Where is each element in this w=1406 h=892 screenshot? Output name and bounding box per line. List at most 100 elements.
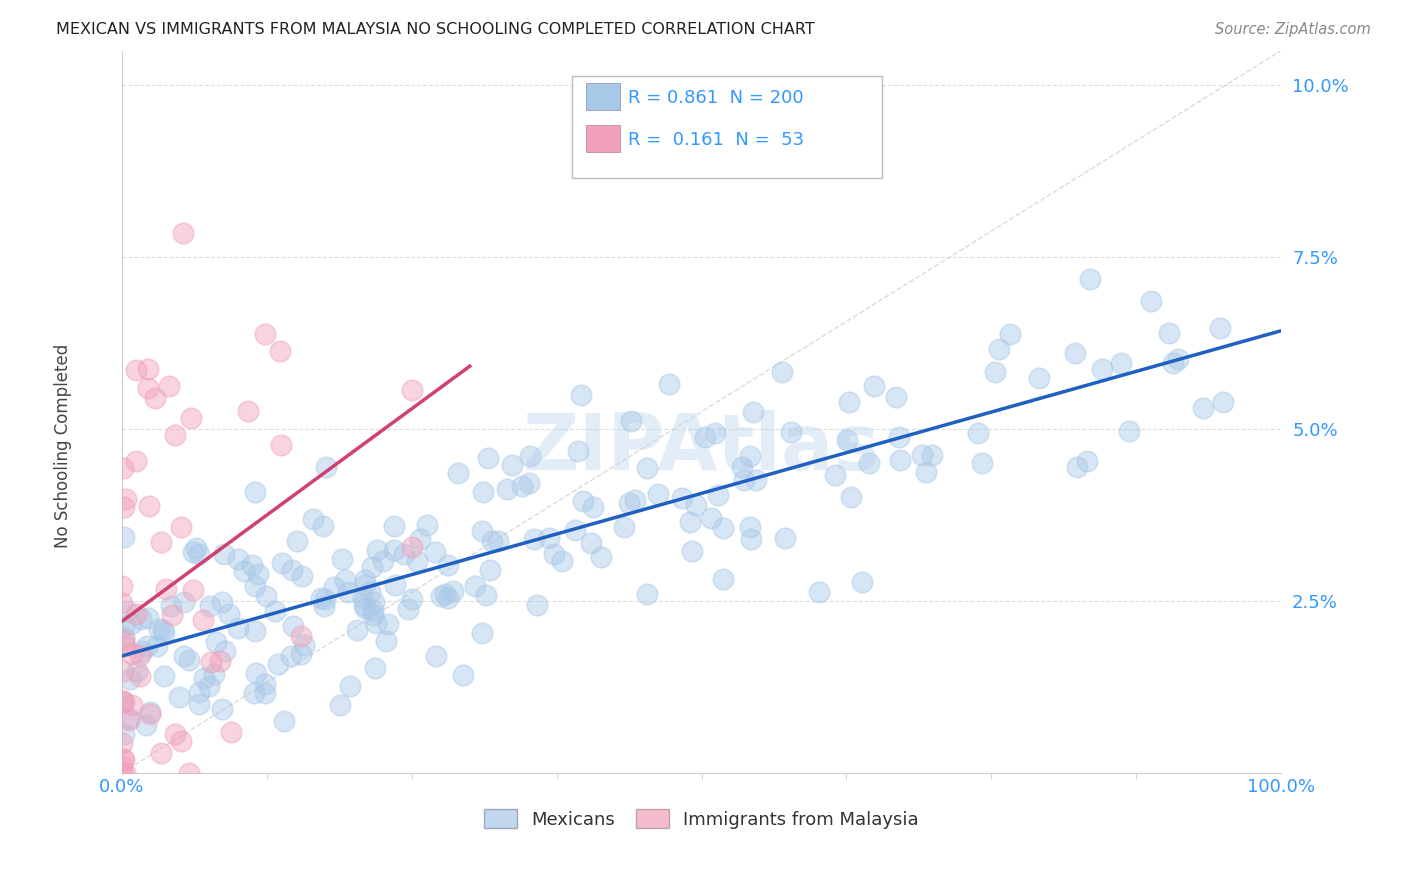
Point — [1078, 272, 1101, 286]
Point — [658, 376, 681, 391]
Point — [564, 523, 586, 537]
Point — [112, 753, 135, 767]
Point — [740, 532, 762, 546]
Point — [620, 414, 643, 428]
Point — [253, 685, 276, 699]
Point — [254, 589, 277, 603]
Point — [173, 595, 195, 609]
Point — [112, 727, 135, 741]
Point — [636, 460, 658, 475]
Point — [181, 545, 204, 559]
Point — [226, 552, 249, 566]
Point — [163, 428, 186, 442]
Point — [112, 632, 135, 647]
Point — [354, 573, 377, 587]
Point — [240, 558, 263, 572]
Point — [309, 591, 332, 605]
Point — [889, 430, 911, 444]
Point — [572, 494, 595, 508]
Point — [543, 547, 565, 561]
Point — [406, 554, 429, 568]
Point — [463, 579, 485, 593]
Point — [354, 601, 377, 615]
Point — [510, 479, 533, 493]
Point — [359, 585, 381, 599]
Point — [582, 500, 605, 515]
Point — [1167, 351, 1189, 366]
Point — [839, 490, 862, 504]
Point — [219, 725, 242, 739]
Point — [330, 551, 353, 566]
Point — [111, 693, 134, 707]
Point — [329, 698, 352, 712]
Text: MEXICAN VS IMMIGRANTS FROM MALAYSIA NO SCHOOLING COMPLETED CORRELATION CHART: MEXICAN VS IMMIGRANTS FROM MALAYSIA NO S… — [56, 22, 815, 37]
Point — [211, 702, 233, 716]
Point — [267, 657, 290, 671]
Point — [884, 390, 907, 404]
Point — [808, 585, 831, 599]
Point — [153, 669, 176, 683]
Point — [149, 746, 172, 760]
Point — [889, 453, 911, 467]
Point — [136, 611, 159, 625]
Point — [253, 677, 276, 691]
Point — [138, 499, 160, 513]
Point — [129, 612, 152, 626]
Point — [740, 519, 762, 533]
Point — [569, 387, 592, 401]
Point — [290, 647, 312, 661]
Text: ZIPAtlas: ZIPAtlas — [523, 409, 880, 486]
Point — [120, 617, 142, 632]
Point — [1090, 362, 1112, 376]
Point — [863, 379, 886, 393]
Point — [382, 542, 405, 557]
Point — [111, 695, 134, 709]
Point — [441, 583, 464, 598]
Text: Source: ZipAtlas.com: Source: ZipAtlas.com — [1215, 22, 1371, 37]
Point — [731, 459, 754, 474]
Point — [475, 588, 498, 602]
Point — [375, 634, 398, 648]
Point — [838, 395, 860, 409]
Point — [263, 604, 285, 618]
Point — [416, 517, 439, 532]
Point — [1139, 293, 1161, 308]
Point — [139, 706, 162, 721]
Point — [700, 510, 723, 524]
Point — [184, 541, 207, 555]
Point — [243, 484, 266, 499]
Point — [111, 664, 134, 678]
Point — [984, 365, 1007, 379]
Point — [998, 327, 1021, 342]
Point — [401, 592, 423, 607]
Point — [125, 607, 148, 622]
Point — [198, 599, 221, 614]
Point — [711, 521, 734, 535]
Point — [111, 579, 134, 593]
Point — [136, 362, 159, 376]
Point — [647, 487, 669, 501]
Point — [160, 607, 183, 622]
Point — [112, 619, 135, 633]
Point — [779, 425, 801, 439]
Point — [212, 547, 235, 561]
Point — [271, 556, 294, 570]
Point — [118, 711, 141, 725]
Point — [287, 534, 309, 549]
Point — [361, 607, 384, 622]
Point — [364, 616, 387, 631]
Point — [112, 500, 135, 514]
Point — [312, 599, 335, 613]
Point — [291, 569, 314, 583]
Point — [858, 456, 880, 470]
Point — [148, 622, 170, 636]
Point — [283, 618, 305, 632]
Point — [1192, 401, 1215, 415]
Point — [471, 484, 494, 499]
Point — [112, 695, 135, 709]
Point — [481, 534, 503, 549]
Point — [745, 473, 768, 487]
Point — [423, 545, 446, 559]
Point — [447, 466, 470, 480]
Point — [163, 727, 186, 741]
